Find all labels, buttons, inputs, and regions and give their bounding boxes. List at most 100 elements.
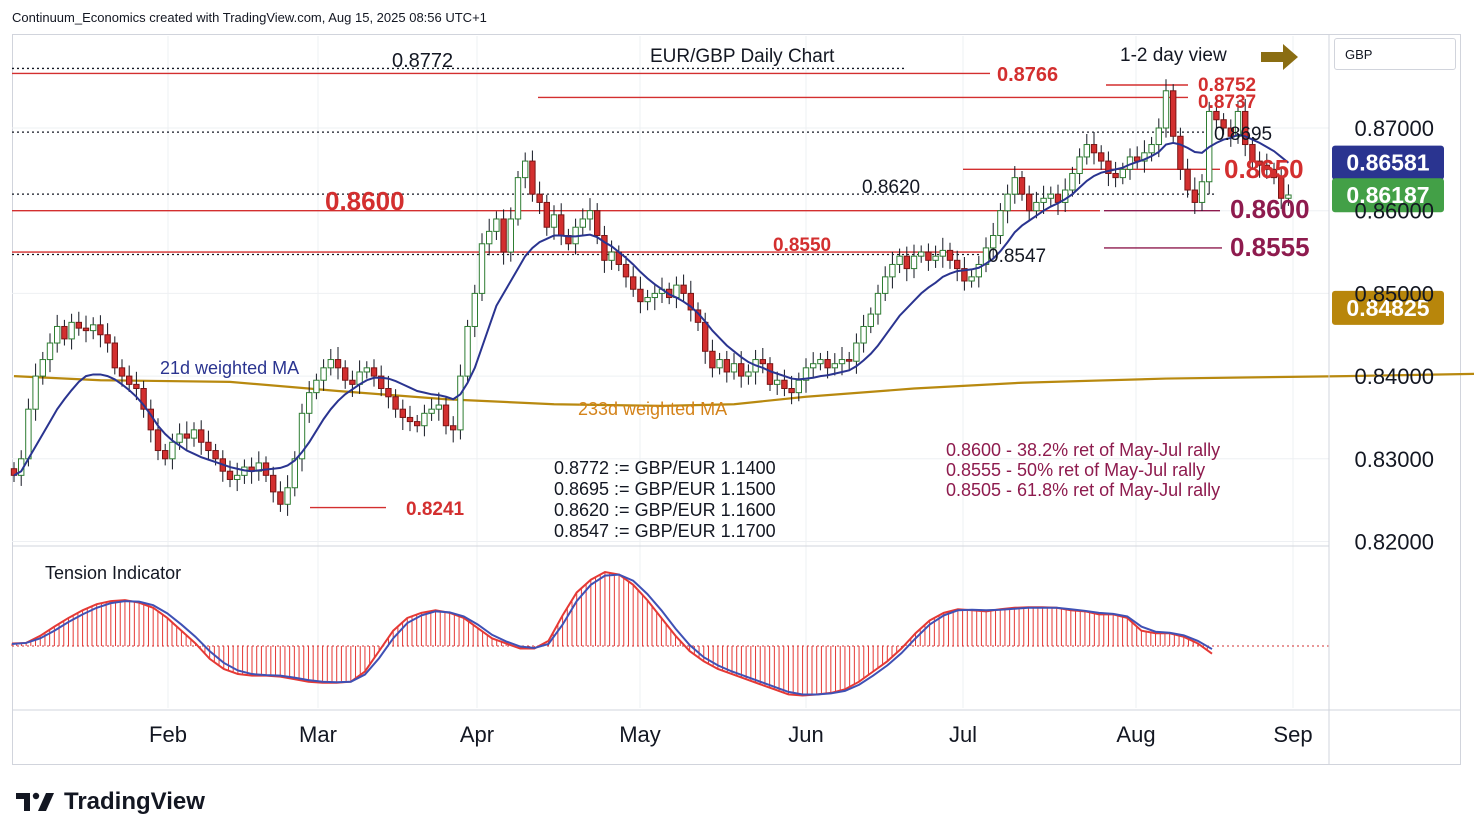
candle [997,203,1004,245]
candle-body [824,359,831,369]
candle-body [270,474,277,493]
candle-body [190,429,198,439]
level-label: 0.8550 [773,235,831,256]
candle [1105,151,1112,187]
y-tick-label: 0.86000 [1354,199,1434,224]
candle-body [759,359,766,365]
candle [198,420,205,455]
axes: Feb Mar Apr May Jun Jul Aug Sep0.870000.860000.… [12,34,1461,765]
candle [118,359,126,387]
candle-body [277,491,284,505]
candle-body [802,367,810,381]
candle-body [1105,160,1112,174]
candle [1040,185,1047,215]
candle-body [111,342,118,369]
candle-body [522,160,529,179]
candle [565,228,572,251]
candle [75,311,82,336]
candle-body [1018,177,1026,195]
retracement-note: 0.8505 - 61.8% ret of May-Jul rally [946,480,1220,500]
candle-body [176,433,183,443]
candle [1263,153,1270,179]
candle [925,243,932,271]
candle-body [867,313,874,327]
candle [284,475,291,516]
candle [255,451,263,481]
candle-body [1177,135,1184,170]
wma233-line [13,372,1474,407]
candle-body [1155,127,1162,146]
candle [774,371,781,395]
candle-body [226,470,234,480]
candle-body [471,292,479,327]
candle-body [874,292,882,315]
candle [529,150,536,202]
candle-body [198,429,205,443]
level-label: 0.8752 [1198,75,1256,96]
candle-body [997,210,1004,237]
candle-body [1148,144,1155,154]
candle-body [342,367,349,381]
candle [860,314,867,353]
candle-body [370,367,378,377]
candle [478,233,486,302]
candle-body [334,359,342,369]
candle-body [414,421,421,427]
candle [486,218,493,256]
candle [824,350,831,379]
candle-body [68,321,75,340]
candle-body [169,441,176,460]
candle [1213,99,1220,130]
candle-body [75,321,82,329]
candle [450,416,457,443]
price-tag-label: 0.86581 [1346,150,1429,176]
candle [1242,98,1249,157]
candle [90,317,97,340]
retracement-note: 0.8555 - 50% ret of May-Jul rally [946,460,1205,480]
symbol-scale-box[interactable]: GBP [1334,38,1456,70]
candle [687,280,694,322]
candle-body [378,375,385,390]
candle [918,245,925,263]
outlook-arrow-icon [1261,44,1298,70]
candle-body [1033,201,1040,212]
candle [421,404,428,437]
candle-body [1242,110,1249,146]
candle [1062,178,1069,213]
candle-body [82,327,90,332]
candle-body [716,359,723,369]
candle-body [1119,168,1126,179]
candle [1198,174,1206,212]
candle-body [1069,172,1076,191]
candle [536,181,543,215]
candle [126,365,133,392]
candle [673,276,680,309]
candle [270,466,277,503]
candle-body [961,268,968,282]
candle-body [975,263,982,278]
candle [162,443,169,466]
candle [1004,184,1011,224]
candle [320,359,327,391]
y-tick-label: 0.84000 [1354,364,1434,389]
candle-body [810,363,817,369]
candle-body [1191,189,1198,203]
candle [46,333,54,373]
candle [306,381,313,423]
candle-body [795,379,802,394]
candle [370,359,378,387]
candle-body [846,359,853,362]
series-label-wma233: 233d weighted MA [578,399,727,419]
candle [313,373,320,400]
indicator-title: Tension Indicator [45,563,181,583]
x-tick-label: Jun [788,722,823,747]
candle-body [709,350,716,369]
tradingview-logo[interactable]: TradingView [16,788,205,816]
candle [241,459,248,484]
candle [680,274,687,302]
candle-body [896,255,903,265]
candle-body [133,383,140,390]
candle-body [1220,119,1227,129]
candle-body [644,297,651,303]
candle-body [104,334,111,344]
